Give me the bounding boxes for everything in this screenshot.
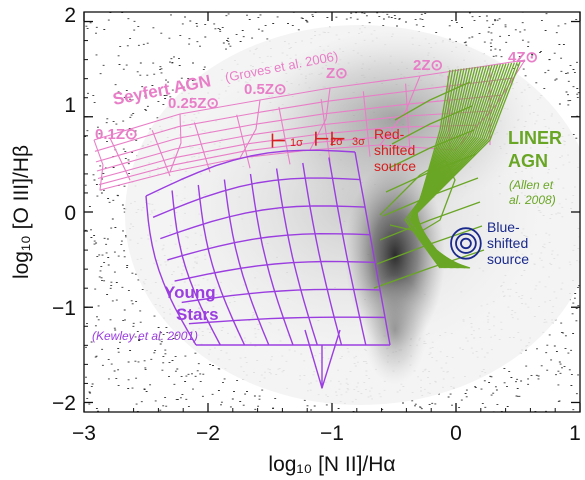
agn-grid-line bbox=[99, 144, 456, 191]
stars-grid-line bbox=[167, 232, 371, 261]
metallicity-label-2: 2Z⊙ bbox=[413, 57, 443, 74]
metallicity-label-0.25: 0.25Z⊙ bbox=[168, 95, 219, 112]
metallicity-label-4: 4Z⊙ bbox=[508, 49, 538, 66]
agn-grid-line bbox=[362, 91, 371, 157]
annotations: Seyfert AGN (Groves et al. 2006) 0.1Z⊙ 0… bbox=[92, 48, 562, 343]
liner-grid-line bbox=[409, 61, 521, 269]
liner-grid-line bbox=[382, 177, 479, 217]
agn-grid-line bbox=[169, 113, 182, 173]
blue-shifted-label-line1: Blue- bbox=[487, 219, 520, 235]
y-tick-label: −2 bbox=[52, 392, 76, 415]
agn-grid-line bbox=[236, 114, 251, 169]
blue-shifted-contours bbox=[450, 227, 482, 260]
sigma-label-2: 2σ bbox=[330, 136, 343, 148]
stars-grid-line bbox=[188, 316, 386, 325]
stars-grid-line bbox=[174, 260, 376, 282]
x-tick-label: −2 bbox=[196, 422, 220, 445]
agn-grid-line bbox=[98, 135, 467, 186]
contour-ring bbox=[460, 237, 472, 250]
stars-grid-line bbox=[145, 149, 356, 197]
stars-grid-line bbox=[223, 179, 270, 346]
liner-agn-label-line2: AGN bbox=[508, 151, 548, 171]
liner-agn-reference-line1: (Allen et bbox=[509, 178, 554, 192]
x-tick-label: −1 bbox=[320, 422, 344, 445]
liner-grid-line bbox=[373, 249, 485, 289]
agn-grid-line bbox=[93, 59, 526, 141]
stars-grid-line bbox=[328, 157, 367, 346]
young-stars-reference: (Kewley et al. 2001) bbox=[92, 329, 198, 343]
stars-grid-line bbox=[249, 173, 294, 346]
agn-grid-line bbox=[109, 137, 131, 181]
blue-shifted-label-line2: shifted bbox=[487, 235, 528, 251]
agn-grid-line bbox=[405, 83, 411, 153]
stars-grid-line bbox=[354, 151, 391, 346]
y-tick-label: 0 bbox=[64, 202, 76, 225]
stars-grid-line bbox=[197, 184, 246, 346]
red-shifted-label-line3: source bbox=[374, 158, 416, 174]
x-tick-label: 0 bbox=[450, 422, 462, 445]
stars-grid-line bbox=[160, 205, 366, 240]
liner-grid-line bbox=[394, 81, 471, 121]
stars-grid-line bbox=[171, 190, 221, 346]
liner-grid-line bbox=[388, 129, 475, 169]
contour-ring bbox=[450, 227, 482, 260]
red-shifted-label-line2: shifted bbox=[374, 142, 415, 158]
stars-grid-line bbox=[302, 162, 343, 346]
y-tick-label: 1 bbox=[64, 94, 76, 117]
agn-grid-line bbox=[96, 110, 491, 172]
metallicity-label-1: Z⊙ bbox=[326, 65, 348, 82]
x-tick-label: −3 bbox=[72, 422, 96, 445]
axis-ticks bbox=[83, 12, 581, 412]
x-axis-title: log₁₀ [N II]/Hα bbox=[268, 453, 395, 476]
y-axis-title: log₁₀ [O III]/Hβ bbox=[10, 145, 33, 279]
y-tick-labels: −2 −1 0 1 2 bbox=[52, 4, 76, 415]
metallicity-label-0.5: 0.5Z⊙ bbox=[244, 81, 287, 98]
red-shifted-label-line1: Red- bbox=[374, 126, 405, 142]
density-cloud-tail bbox=[363, 275, 427, 385]
agn-grid-line bbox=[97, 124, 479, 180]
liner-grid-line bbox=[379, 159, 456, 233]
agn-grid-line bbox=[278, 106, 291, 165]
red-shifted-error-bars bbox=[271, 131, 345, 148]
sigma-label-3: 3σ bbox=[352, 136, 365, 148]
y-tick-label: −1 bbox=[52, 297, 76, 320]
agn-grid-line bbox=[94, 77, 514, 152]
liner-grid-line bbox=[391, 105, 473, 145]
y-tick-label: 2 bbox=[64, 4, 76, 27]
x-tick-label: 1 bbox=[569, 422, 581, 445]
liner-agn-reference-line2: al. 2008) bbox=[509, 193, 556, 207]
agn-grid-line bbox=[193, 122, 211, 173]
stars-grid-line bbox=[181, 288, 381, 304]
model-grids bbox=[93, 59, 526, 389]
agn-grid-line bbox=[93, 139, 104, 191]
agn-grid-line bbox=[95, 94, 502, 163]
liner-grid-line bbox=[376, 225, 483, 265]
liner-grid-line bbox=[385, 153, 477, 193]
x-tick-labels: −3 −2 −1 0 1 bbox=[72, 422, 581, 445]
metallicity-label-0.1: 0.1Z⊙ bbox=[95, 126, 138, 143]
stars-grid-line bbox=[145, 195, 197, 346]
liner-agn-grid bbox=[373, 61, 521, 289]
young-stars-label-line1: Young bbox=[164, 283, 216, 302]
contour-ring bbox=[455, 233, 477, 254]
young-stars-grid bbox=[145, 149, 391, 389]
agn-grid-line bbox=[379, 75, 421, 146]
sigma-label-1: 1σ bbox=[290, 137, 303, 149]
stars-grid-line bbox=[304, 329, 341, 389]
liner-agn-label-line1: LINER bbox=[508, 128, 562, 148]
young-stars-label-line2: Stars bbox=[176, 305, 219, 324]
liner-grid-line bbox=[379, 201, 481, 241]
stars-grid-line bbox=[275, 168, 318, 346]
agn-grid-line bbox=[151, 130, 171, 177]
seyfert-agn-grid bbox=[93, 59, 526, 191]
stars-grid-line bbox=[152, 177, 361, 218]
blue-shifted-label-line3: source bbox=[487, 251, 529, 267]
